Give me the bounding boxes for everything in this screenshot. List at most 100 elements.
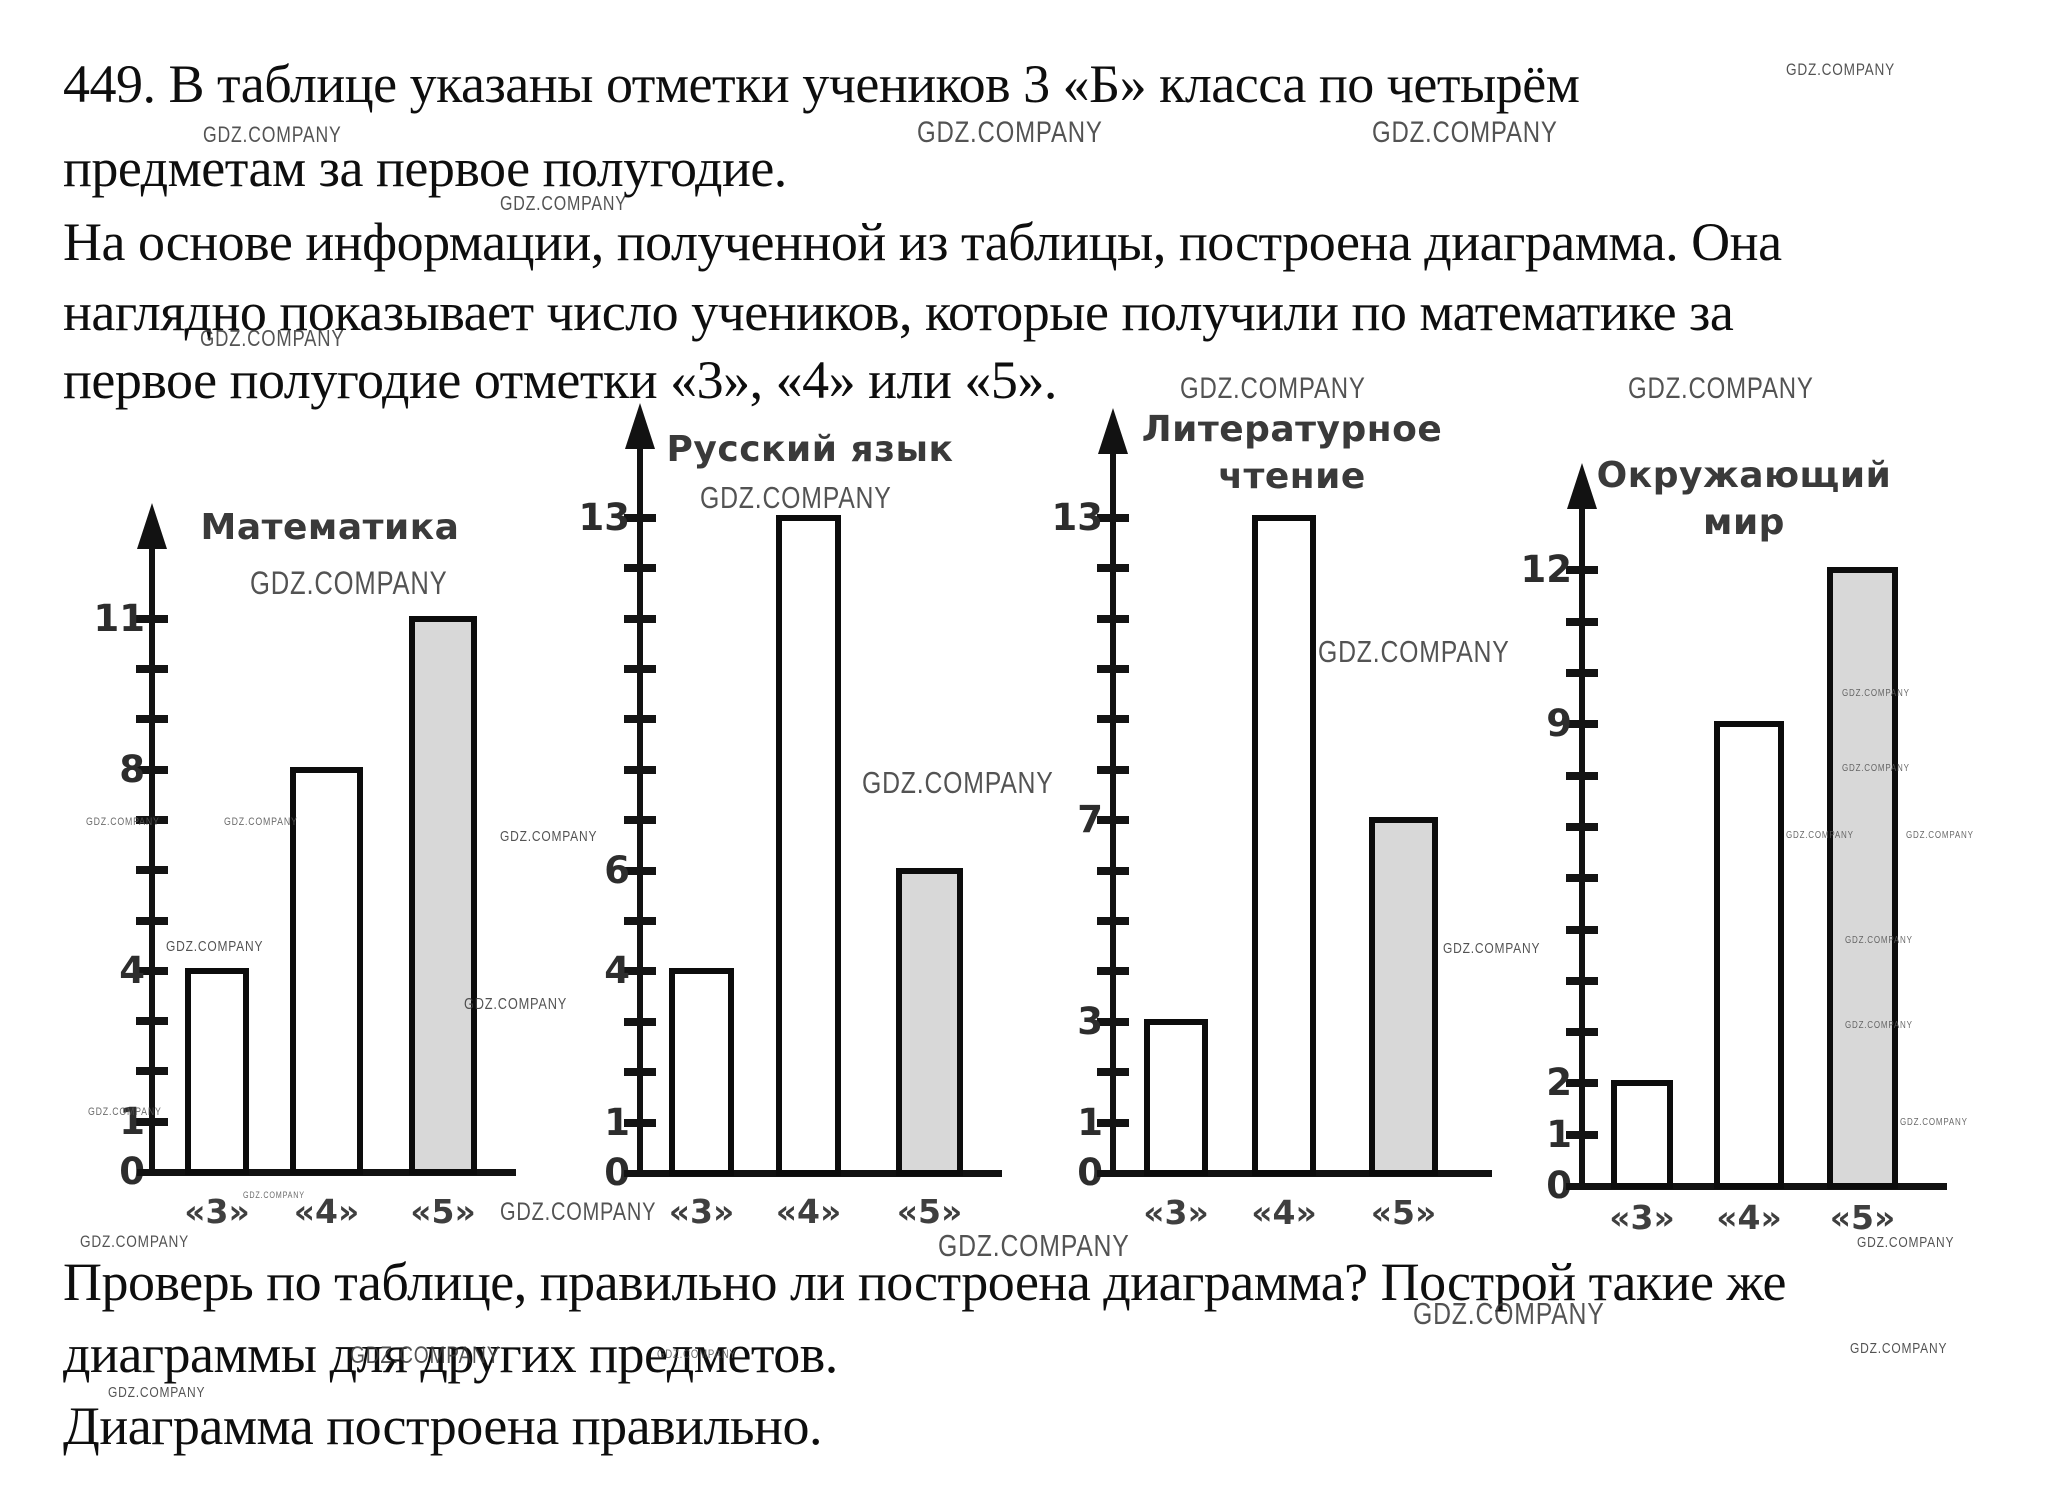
chart-1-bar-3 [185, 967, 249, 1175]
y-axis-label: 13 [1051, 495, 1104, 539]
y-axis-label: 0 [604, 1151, 630, 1194]
y-axis-tick [136, 715, 168, 724]
y-axis-label: 8 [119, 747, 145, 791]
y-axis-tick [624, 614, 656, 623]
y-axis-tick [1566, 874, 1598, 883]
y-axis-label: 0 [119, 1150, 145, 1193]
y-axis-label: 0 [1546, 1164, 1572, 1207]
question-text-line-1: Проверь по таблице, правильно ли построе… [63, 1252, 1787, 1312]
watermark: GDZ.COMPANY [108, 1384, 206, 1401]
watermark: GDZ.COMPANY [243, 1190, 305, 1200]
y-axis-tick [136, 1117, 168, 1126]
y-axis-label: 0 [1077, 1151, 1103, 1194]
chart-1-bar-5 [409, 615, 477, 1175]
chart-2-bar-4 [776, 514, 841, 1176]
chart-1-title: Математика [200, 507, 460, 548]
y-axis-tick [624, 866, 656, 875]
x-axis [137, 1169, 516, 1176]
chart-2-bar-3 [669, 968, 734, 1176]
y-axis-tick [624, 765, 656, 774]
y-axis-tick [624, 665, 656, 673]
watermark: GDZ.COMPANY [938, 1228, 1130, 1263]
y-axis-label: 6 [604, 848, 630, 892]
watermark: GDZ.COMPANY [1413, 1296, 1605, 1331]
y-axis-tick [1097, 1017, 1129, 1026]
watermark: GDZ.COMPANY [86, 816, 160, 828]
watermark: GDZ.COMPANY [657, 1347, 737, 1361]
watermark: GDZ.COMPANY [1372, 116, 1558, 149]
y-axis-label: 4 [119, 948, 145, 992]
y-axis-tick [1097, 564, 1129, 573]
y-axis-tick [136, 765, 168, 774]
watermark: GDZ.COMPANY [203, 122, 342, 147]
y-axis-tick [1566, 1079, 1598, 1088]
watermark: GDZ.COMPANY [500, 1198, 657, 1226]
chart-3-title: чтение [1218, 456, 1366, 497]
chart-3-bar-3 [1144, 1018, 1208, 1176]
watermark: GDZ.COMPANY [1850, 1340, 1948, 1357]
x-axis-category-label: «4» [1251, 1193, 1317, 1232]
y-axis-tick [1097, 1118, 1129, 1127]
y-axis-tick [136, 614, 168, 623]
watermark: GDZ.COMPANY [500, 828, 598, 845]
chart-3-bar-4 [1252, 514, 1316, 1176]
y-axis [1579, 495, 1585, 1190]
y-axis-tick [1566, 566, 1598, 575]
watermark: GDZ.COMPANY [1180, 372, 1366, 405]
y-axis-label: 1 [1077, 1100, 1103, 1144]
y-axis-tick [1097, 715, 1129, 724]
x-axis-category-label: «3» [668, 1192, 735, 1231]
chart-3-title: Литературное [1141, 409, 1443, 450]
y-axis-tick [1566, 925, 1598, 934]
watermark: GDZ.COMPANY [166, 938, 264, 955]
chart-2-title: Русский язык [666, 429, 954, 470]
y-axis-tick [136, 916, 168, 925]
y-axis-tick [624, 816, 656, 825]
watermark: GDZ.COMPANY [500, 193, 627, 215]
y-axis-tick [624, 1017, 656, 1026]
y-axis-tick [1097, 665, 1129, 673]
y-axis-tick [1097, 513, 1129, 522]
x-axis-category-label: «4» [1716, 1198, 1782, 1237]
x-axis-category-label: «4» [775, 1192, 842, 1231]
y-axis-tick [1097, 866, 1129, 875]
y-axis-tick [136, 966, 168, 975]
watermark: GDZ.COMPANY [1443, 940, 1541, 957]
watermark: GDZ.COMPANY [200, 325, 345, 351]
chart-4-title: Окружающий [1596, 455, 1892, 496]
x-axis-category-label: «5» [410, 1192, 476, 1231]
problem-text-line-3: На основе информации, полученной из табл… [63, 212, 1782, 272]
y-axis-tick [1097, 816, 1129, 825]
y-axis-tick [1566, 976, 1598, 985]
y-axis-label: 12 [1520, 548, 1573, 592]
x-axis-category-label: «3» [1143, 1193, 1209, 1232]
y-axis-tick [1566, 822, 1598, 831]
chart-4-bar-3 [1611, 1080, 1673, 1189]
chart-1-bar-4 [290, 766, 363, 1175]
y-axis-label: 4 [604, 949, 630, 993]
watermark: GDZ.COMPANY [350, 1342, 501, 1369]
y-axis-tick [624, 917, 656, 925]
y-axis-label: 2 [1546, 1061, 1572, 1105]
chart-3-bar-5 [1369, 817, 1438, 1176]
chart-4-bar-5 [1827, 567, 1898, 1189]
y-axis-label: 1 [604, 1100, 630, 1144]
watermark: GDZ.COMPANY [80, 1232, 190, 1251]
watermark: GDZ.COMPANY [1842, 688, 1910, 699]
y-axis-arrow-icon [1098, 408, 1128, 454]
x-axis-category-label: «5» [1370, 1193, 1437, 1232]
problem-text-line-4: наглядно показывает число учеников, кото… [63, 282, 1734, 342]
y-axis-tick [136, 866, 168, 875]
y-axis-tick [1566, 720, 1598, 729]
chart-2-bar-5 [896, 867, 963, 1176]
watermark: GDZ.COMPANY [464, 996, 568, 1013]
watermark: GDZ.COMPANY [1786, 830, 1854, 841]
x-axis [1097, 1170, 1492, 1177]
x-axis-category-label: «3» [1609, 1198, 1675, 1237]
y-axis-label: 1 [1546, 1112, 1572, 1156]
y-axis-tick [1566, 1130, 1598, 1139]
y-axis-tick [624, 967, 656, 976]
question-text-line-2: диаграммы для других предметов. [63, 1324, 838, 1384]
watermark: GDZ.COMPANY [1842, 763, 1910, 774]
